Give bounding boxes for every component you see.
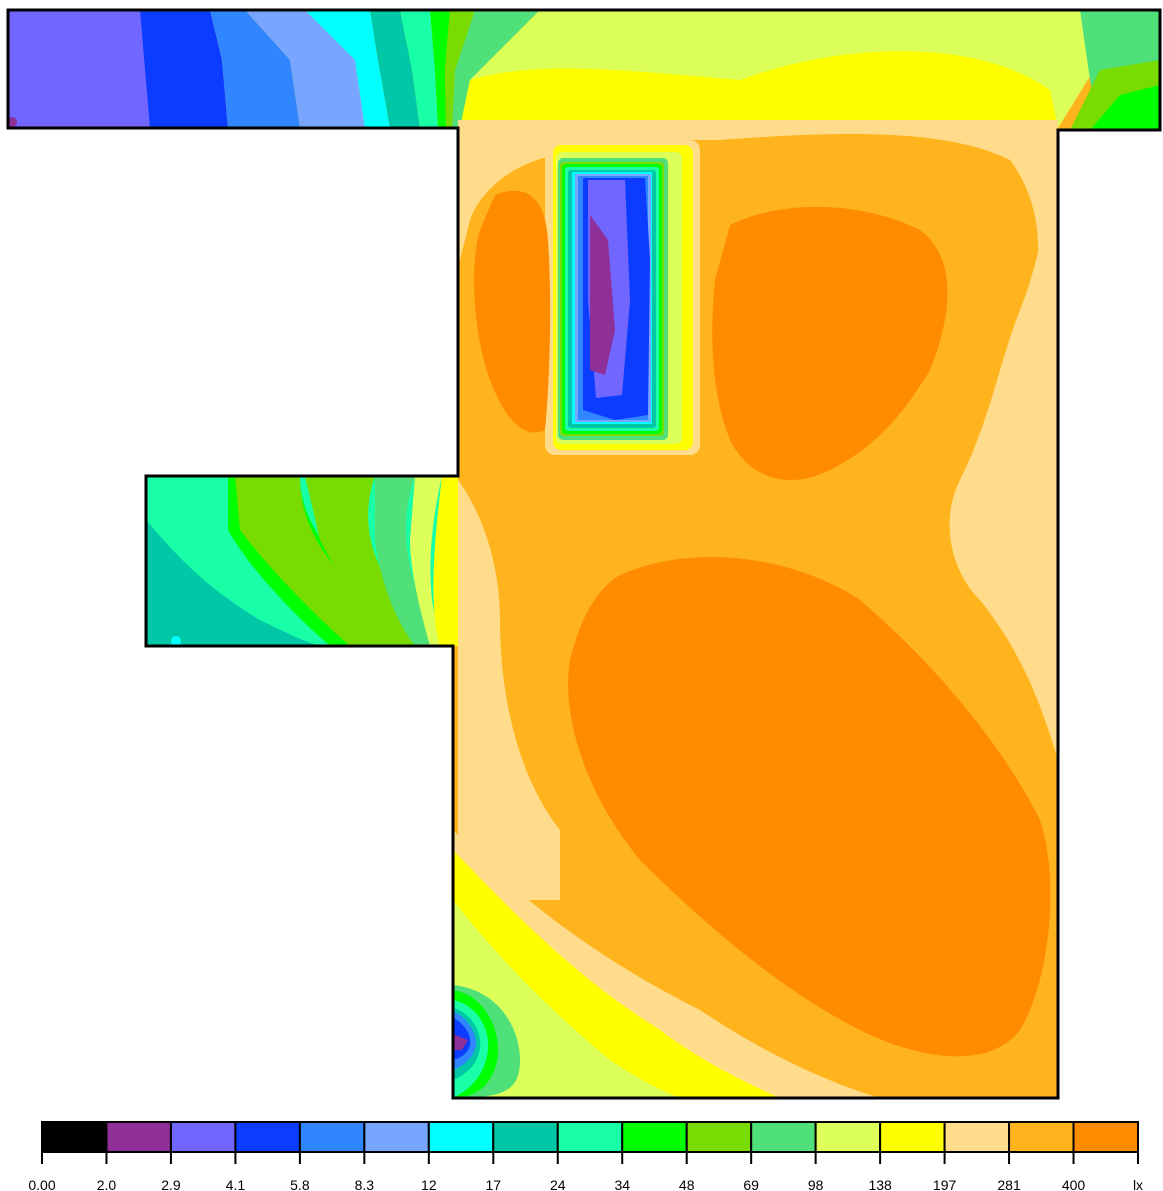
legend-swatch [298, 1121, 366, 1153]
legend-tick-label: 400 [1062, 1177, 1086, 1191]
legend-tick-label: 24 [550, 1177, 566, 1191]
legend-swatch [814, 1121, 882, 1153]
legend-unit-label: lx [1133, 1177, 1143, 1191]
legend-tick-label: 281 [997, 1177, 1021, 1191]
legend-swatch [1008, 1121, 1075, 1153]
legend-swatch [363, 1121, 430, 1153]
legend-swatch [943, 1121, 1011, 1153]
legend-swatch [879, 1121, 946, 1153]
legend-tick-label: 12 [421, 1177, 437, 1191]
legend-tick-label: 138 [868, 1177, 892, 1191]
illuminance-plan [6, 8, 1162, 1100]
legend-tick-label: 17 [486, 1177, 502, 1191]
legend-ticks [41, 1152, 1139, 1164]
contour-fill [8, 10, 1160, 1098]
color-legend: 0.00 2.0 2.9 4.1 5.8 8.3 12 17 24 34 48 69 98 138 197 2… [28, 1121, 1143, 1191]
legend-tick-label: 4.1 [226, 1177, 246, 1191]
legend-swatch [621, 1121, 688, 1153]
legend-swatches [41, 1121, 1140, 1153]
legend-swatch [105, 1121, 172, 1153]
legend-tick-label: 2.9 [161, 1177, 181, 1191]
legend-tick-label: 8.3 [355, 1177, 375, 1191]
legend-tick-label: 48 [679, 1177, 695, 1191]
legend-labels: 0.00 2.0 2.9 4.1 5.8 8.3 12 17 24 34 48 69 98 138 197 2… [28, 1177, 1085, 1191]
legend-swatch [41, 1121, 108, 1153]
legend-swatch [234, 1121, 301, 1153]
legend-swatch [750, 1121, 817, 1153]
legend-swatch [169, 1121, 237, 1153]
legend-tick-label: 0.00 [28, 1177, 55, 1191]
legend-swatch [1072, 1121, 1140, 1153]
legend-tick-label: 98 [808, 1177, 824, 1191]
legend-swatch [492, 1121, 559, 1153]
legend-tick-label: 197 [933, 1177, 957, 1191]
legend-tick-label: 2.0 [97, 1177, 117, 1191]
legend-swatch [685, 1121, 753, 1153]
legend-tick-label: 69 [743, 1177, 759, 1191]
legend-swatch [427, 1121, 495, 1153]
legend-tick-label: 5.8 [290, 1177, 310, 1191]
legend-tick-label: 34 [614, 1177, 630, 1191]
legend-swatch [556, 1121, 624, 1153]
room-outline [6, 8, 1162, 1100]
